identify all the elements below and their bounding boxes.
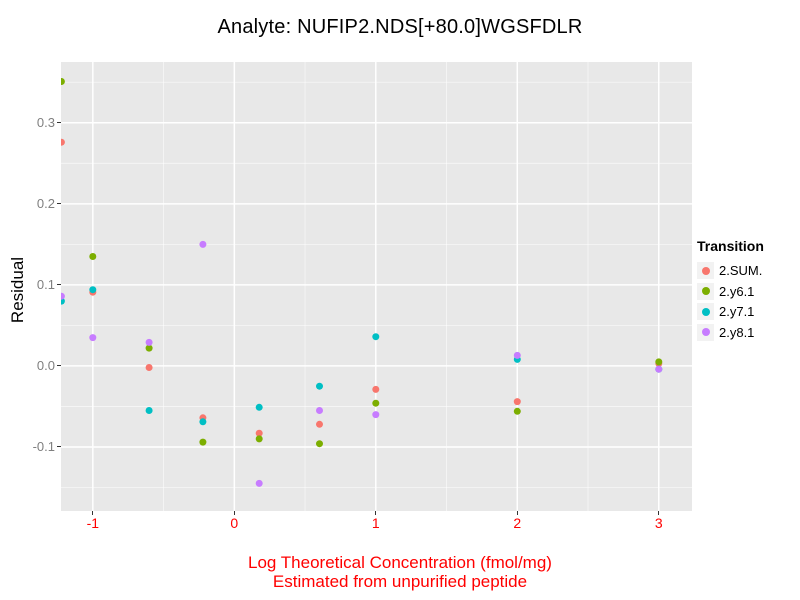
x-tick-mark	[92, 511, 94, 515]
x-tick-label: 1	[371, 515, 380, 531]
legend-key	[697, 262, 714, 279]
legend-title: Transition	[697, 238, 764, 254]
legend-dot-icon	[701, 307, 710, 316]
y-tick-mark	[57, 446, 61, 448]
legend-item-2.y6.1: 2.y6.1	[697, 282, 764, 300]
x-tick-label: 2	[513, 515, 522, 531]
x-tick-mark	[233, 511, 235, 515]
legend-key	[697, 323, 714, 341]
legend-label: 2.y8.1	[719, 324, 755, 340]
legend-dot-icon	[701, 266, 710, 275]
data-point-2.y7.1	[372, 333, 380, 341]
legend-key	[697, 282, 714, 300]
data-point-2.SUM.	[145, 364, 153, 371]
data-point-2.y8.1	[199, 240, 207, 248]
data-point-2.y8.1	[316, 407, 323, 414]
data-point-2.SUM.	[513, 398, 521, 406]
data-point-2.y8.1	[655, 365, 663, 373]
legend-item-2.y8.1: 2.y8.1	[697, 323, 764, 341]
data-point-2.y8.1	[61, 292, 65, 300]
scatter-plot-canvas	[61, 62, 692, 511]
legend-item-2.y7.1: 2.y7.1	[697, 303, 764, 320]
x-tick-label: -1	[86, 515, 100, 531]
y-tick-label: 0.2	[36, 196, 55, 212]
data-point-2.y6.1	[61, 78, 65, 85]
data-point-2.y6.1	[655, 358, 663, 366]
legend-items: 2.SUM. 2.y6.1 2.y7.1 2.y8.1	[697, 262, 764, 341]
data-point-2.SUM.	[61, 138, 65, 146]
data-point-2.SUM.	[255, 429, 263, 437]
data-point-2.y8.1	[89, 334, 97, 342]
data-point-2.y7.1	[89, 286, 97, 294]
data-point-2.y8.1	[255, 479, 263, 487]
legend-label: 2.y6.1	[719, 283, 755, 299]
data-point-2.SUM.	[372, 385, 380, 393]
data-point-2.y7.1	[255, 403, 263, 411]
data-point-2.y7.1	[316, 382, 323, 390]
legend-key	[697, 303, 714, 320]
data-point-2.y7.1	[199, 418, 207, 426]
x-axis-title-line1: Log Theoretical Concentration (fmol/mg)	[248, 553, 552, 572]
x-tick-mark	[658, 511, 660, 515]
x-tick-label: 0	[230, 515, 239, 531]
data-point-2.SUM.	[316, 420, 323, 428]
legend-dot-icon	[701, 287, 710, 295]
x-axis-title-line2: Estimated from unpurified peptide	[272, 572, 528, 591]
x-tick-label: 3	[654, 515, 663, 531]
y-tick-label: -0.1	[32, 439, 55, 455]
data-point-2.y8.1	[372, 411, 380, 419]
data-point-2.y6.1	[199, 438, 207, 446]
y-tick-mark	[57, 122, 61, 124]
y-tick-mark	[57, 203, 61, 205]
x-tick-mark	[516, 511, 518, 515]
data-point-2.y8.1	[513, 351, 521, 359]
legend: Transition 2.SUM. 2.y6.1 2.y7.1 2.y8.1	[697, 238, 764, 344]
y-tick-mark	[57, 365, 61, 367]
legend-label: 2.SUM.	[719, 263, 763, 278]
x-axis-title: Log Theoretical Concentration (fmol/mg) …	[0, 553, 800, 591]
plot-panel	[61, 62, 692, 511]
data-point-2.y6.1	[89, 253, 97, 260]
chart-title: Analyte: NUFIP2.NDS[+80.0]WGSFDLR	[217, 16, 583, 38]
data-point-2.y8.1	[145, 338, 153, 346]
legend-label: 2.y7.1	[719, 304, 755, 319]
y-tick-mark	[57, 284, 61, 286]
x-tick-mark	[375, 511, 377, 515]
y-tick-label: 0.3	[36, 115, 55, 131]
legend-dot-icon	[701, 328, 710, 336]
data-point-2.y7.1	[145, 407, 153, 414]
data-point-2.y6.1	[372, 399, 380, 407]
legend-item-2.SUM.: 2.SUM.	[697, 262, 764, 279]
data-point-2.y6.1	[316, 440, 323, 448]
data-point-2.y6.1	[145, 344, 153, 352]
y-tick-label: 0.1	[36, 277, 55, 293]
data-point-2.y6.1	[513, 407, 521, 415]
y-tick-label: 0.0	[36, 358, 55, 374]
data-point-2.y6.1	[255, 435, 263, 443]
